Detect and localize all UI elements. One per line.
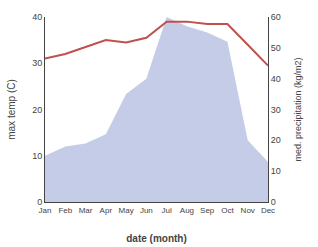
svg-text:Mar: Mar [79, 206, 93, 215]
svg-text:20: 20 [271, 135, 281, 145]
svg-text:20: 20 [32, 105, 42, 115]
svg-text:max temp (C): max temp (C) [6, 79, 17, 140]
svg-text:date (month): date (month) [126, 233, 187, 244]
svg-text:Nov: Nov [241, 206, 255, 215]
svg-text:Jun: Jun [140, 206, 153, 215]
svg-text:Aug: Aug [180, 206, 194, 215]
svg-text:0: 0 [271, 197, 276, 207]
svg-text:med. precipitation (kg/m2): med. precipitation (kg/m2) [293, 57, 303, 161]
svg-text:Sep: Sep [200, 206, 215, 215]
svg-text:Feb: Feb [58, 206, 72, 215]
svg-text:30: 30 [32, 58, 42, 68]
svg-text:60: 60 [271, 12, 281, 22]
svg-text:40: 40 [32, 12, 42, 22]
svg-text:Jan: Jan [39, 206, 52, 215]
svg-text:30: 30 [271, 105, 281, 115]
svg-text:Apr: Apr [100, 206, 113, 215]
svg-text:0: 0 [37, 197, 42, 207]
svg-text:Dec: Dec [261, 206, 275, 215]
svg-text:May: May [119, 206, 134, 215]
svg-text:Jul: Jul [162, 206, 172, 215]
svg-text:50: 50 [271, 43, 281, 53]
svg-text:40: 40 [271, 74, 281, 84]
svg-text:Oct: Oct [221, 206, 234, 215]
svg-text:10: 10 [271, 166, 281, 176]
svg-text:10: 10 [32, 151, 42, 161]
